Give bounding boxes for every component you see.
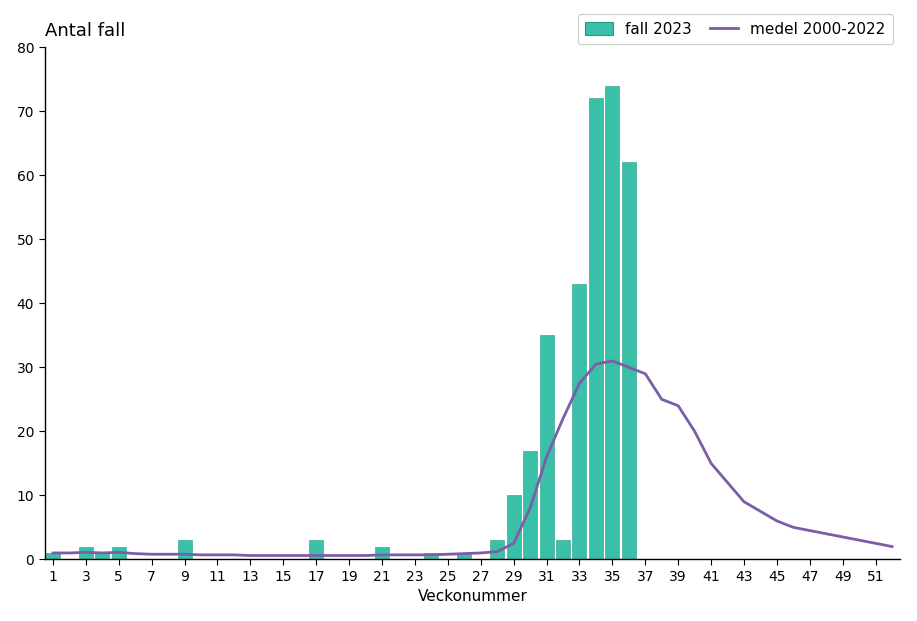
Bar xyxy=(539,335,554,560)
Bar xyxy=(112,546,126,560)
Bar xyxy=(523,451,537,560)
Bar xyxy=(622,163,635,560)
Bar xyxy=(507,496,521,560)
Bar xyxy=(425,553,438,560)
Bar xyxy=(589,99,602,560)
Bar xyxy=(178,540,192,560)
Bar xyxy=(375,546,389,560)
Bar xyxy=(556,540,570,560)
Bar xyxy=(458,553,471,560)
Legend: fall 2023, medel 2000-2022: fall 2023, medel 2000-2022 xyxy=(578,14,892,44)
Bar xyxy=(605,86,619,560)
Bar xyxy=(95,553,109,560)
Bar xyxy=(79,546,93,560)
Text: Antal fall: Antal fall xyxy=(45,22,125,40)
Bar xyxy=(46,553,60,560)
Bar xyxy=(491,540,504,560)
Bar xyxy=(309,540,323,560)
Bar xyxy=(572,284,587,560)
X-axis label: Veckonummer: Veckonummer xyxy=(417,589,527,604)
